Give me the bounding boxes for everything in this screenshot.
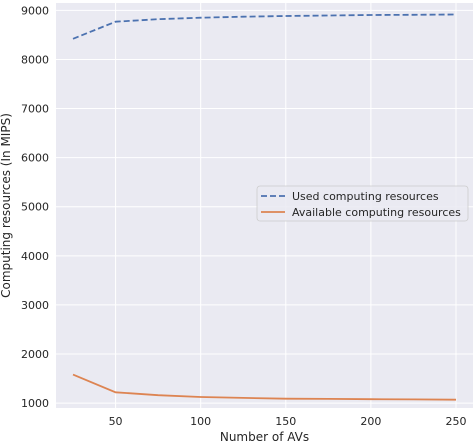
y-tick-label: 9000 — [21, 4, 49, 17]
x-tick-label: 150 — [275, 415, 296, 428]
legend: Used computing resources Available compu… — [257, 186, 468, 221]
y-axis-label: Computing resources (In MIPS) — [0, 113, 13, 298]
y-tick-label: 1000 — [21, 397, 49, 410]
x-tick-label: 50 — [109, 415, 123, 428]
legend-label-used: Used computing resources — [292, 190, 439, 203]
y-tick-label: 2000 — [21, 348, 49, 361]
y-tick-label: 6000 — [21, 152, 49, 165]
y-tick-label: 7000 — [21, 103, 49, 116]
x-tick-label: 250 — [445, 415, 466, 428]
x-axis-label: Number of AVs — [220, 430, 309, 444]
legend-label-available: Available computing resources — [292, 206, 461, 219]
x-tick-label: 100 — [190, 415, 211, 428]
y-tick-label: 3000 — [21, 299, 49, 312]
y-tick-label: 8000 — [21, 53, 49, 66]
y-tick-label: 5000 — [21, 201, 49, 214]
y-tick-label: 4000 — [21, 250, 49, 263]
x-tick-label: 200 — [360, 415, 381, 428]
